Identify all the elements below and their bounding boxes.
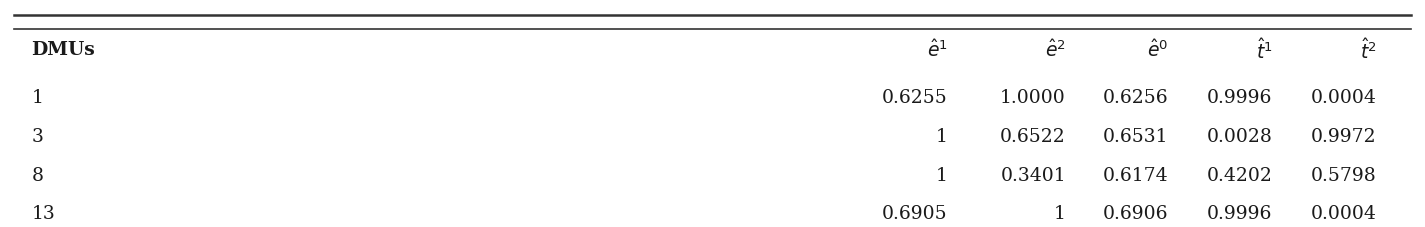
Text: $\hat{e}^1$: $\hat{e}^1$ <box>926 39 948 61</box>
Text: $\hat{e}^2$: $\hat{e}^2$ <box>1045 39 1066 61</box>
Text: 1: 1 <box>936 127 948 145</box>
Text: 0.9996: 0.9996 <box>1207 205 1273 222</box>
Text: 0.6906: 0.6906 <box>1103 205 1168 222</box>
Text: 1: 1 <box>1054 205 1066 222</box>
Text: 0.9972: 0.9972 <box>1311 127 1377 145</box>
Text: 0.6256: 0.6256 <box>1103 89 1168 106</box>
Text: 0.0004: 0.0004 <box>1311 89 1377 106</box>
Text: 1: 1 <box>936 166 948 184</box>
Text: $\hat{t}^1$: $\hat{t}^1$ <box>1255 38 1273 62</box>
Text: 13: 13 <box>31 205 56 222</box>
Text: DMUs: DMUs <box>31 41 95 59</box>
Text: $\hat{t}^2$: $\hat{t}^2$ <box>1359 38 1377 62</box>
Text: 0.0004: 0.0004 <box>1311 205 1377 222</box>
Text: 8: 8 <box>31 166 43 184</box>
Text: 3: 3 <box>31 127 43 145</box>
Text: 0.6522: 0.6522 <box>1000 127 1066 145</box>
Text: 0.9996: 0.9996 <box>1207 89 1273 106</box>
Text: 1.0000: 1.0000 <box>1000 89 1066 106</box>
Text: 1: 1 <box>31 89 43 106</box>
Text: 0.6905: 0.6905 <box>882 205 948 222</box>
Text: $\hat{e}^0$: $\hat{e}^0$ <box>1147 39 1168 61</box>
Text: 0.5798: 0.5798 <box>1311 166 1377 184</box>
Text: 0.6174: 0.6174 <box>1103 166 1168 184</box>
Text: 0.3401: 0.3401 <box>1000 166 1066 184</box>
Text: 0.6255: 0.6255 <box>882 89 948 106</box>
Text: 0.4202: 0.4202 <box>1207 166 1273 184</box>
Text: 0.6531: 0.6531 <box>1103 127 1168 145</box>
Text: 0.0028: 0.0028 <box>1207 127 1273 145</box>
